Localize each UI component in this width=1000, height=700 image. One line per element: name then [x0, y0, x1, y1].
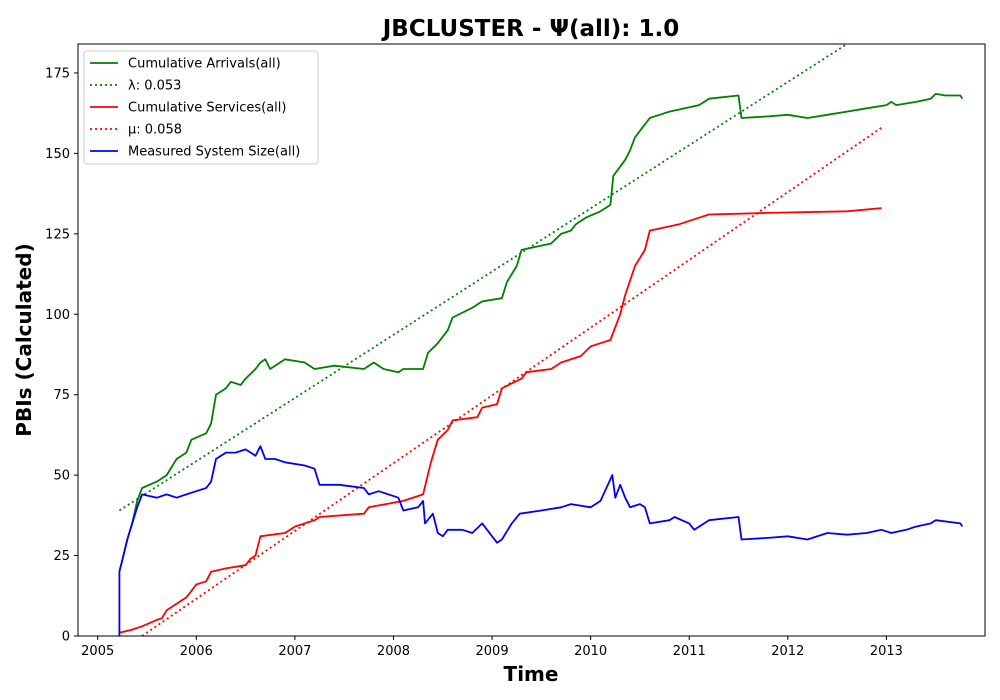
series-line-0-058 — [141, 126, 883, 636]
series-line-measured-system-size-all — [118, 445, 964, 636]
x-tick-label: 2009 — [476, 644, 509, 659]
y-tick-label: 50 — [53, 469, 70, 484]
x-tick-label: 2007 — [278, 644, 311, 659]
y-tick-label: 100 — [45, 308, 70, 323]
legend-entry-label: μ: 0.058 — [128, 123, 182, 138]
legend-entry-label: Cumulative Services(all) — [128, 101, 286, 116]
series-line-0-053 — [118, 44, 848, 512]
plot-frame — [77, 43, 986, 637]
x-tick-label: 2006 — [180, 644, 213, 659]
series-line-cumulative-arrivals-all — [118, 93, 964, 572]
y-tick-label: 125 — [45, 227, 70, 242]
y-axis: 0 25 50 75 100 125 150 175 — [45, 66, 78, 645]
x-tick-label: 2013 — [870, 644, 903, 659]
x-tick-label: 2012 — [771, 644, 804, 659]
y-tick-label: 0 — [62, 630, 70, 645]
y-tick-label: 150 — [45, 147, 70, 162]
y-axis-label: PBIs (Calculated) — [12, 243, 36, 436]
plot-area — [118, 44, 964, 636]
x-tick-label: 2010 — [574, 644, 607, 659]
legend: Cumulative Arrivals(all) λ: 0.053 Cumulati… — [83, 50, 319, 165]
legend-entry-label: λ: 0.053 — [128, 79, 181, 94]
legend-box — [83, 50, 319, 165]
y-tick-label: 75 — [53, 388, 70, 403]
x-tick-label: 2011 — [673, 644, 706, 659]
series-line-cumulative-services-all — [119, 207, 882, 634]
y-tick-label: 25 — [53, 549, 70, 564]
legend-entry-label: Cumulative Arrivals(all) — [128, 57, 281, 72]
x-tick-label: 2008 — [377, 644, 410, 659]
x-tick-label: 2005 — [81, 644, 114, 659]
y-tick-label: 175 — [45, 66, 70, 81]
chart-title: JBCLUSTER - Ψ(all): 1.0 — [381, 16, 680, 42]
x-axis-label: Time — [504, 662, 559, 686]
x-axis: 2005 2006 2007 2008 2009 2010 2011 2012 2013 — [81, 636, 903, 659]
legend-entry-label: Measured System Size(all) — [128, 145, 300, 160]
